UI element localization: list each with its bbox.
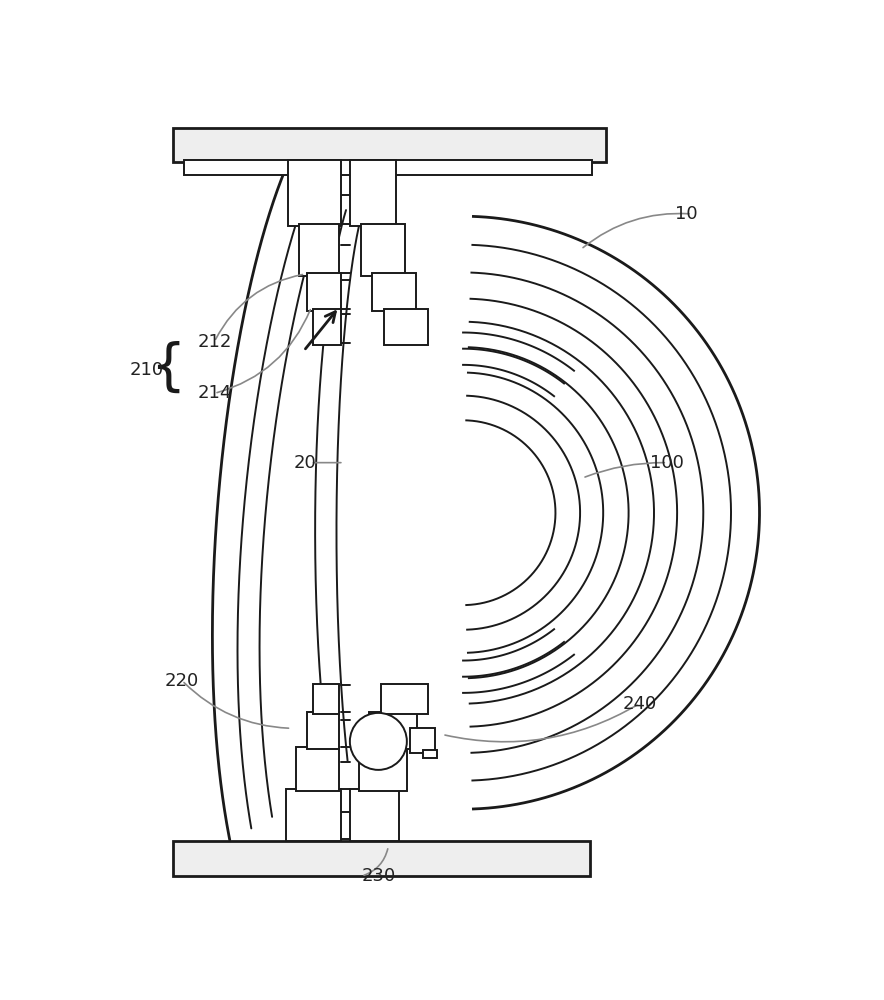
Bar: [370, 712, 417, 749]
Bar: [350, 789, 400, 841]
Text: 10: 10: [674, 205, 697, 223]
Bar: [361, 224, 405, 276]
Bar: [410, 728, 435, 753]
Text: 212: 212: [197, 333, 232, 351]
Bar: [172, 841, 591, 876]
Bar: [307, 273, 340, 311]
Bar: [299, 224, 339, 276]
Circle shape: [350, 713, 407, 770]
Bar: [359, 747, 407, 791]
Bar: [185, 160, 592, 175]
Bar: [307, 712, 339, 749]
Bar: [286, 789, 341, 841]
Text: 220: 220: [165, 672, 199, 690]
Bar: [313, 684, 339, 714]
Bar: [313, 309, 340, 345]
Text: 20: 20: [293, 454, 316, 472]
Text: 100: 100: [650, 454, 684, 472]
Bar: [372, 273, 416, 311]
Bar: [288, 160, 340, 226]
Text: {: {: [150, 341, 186, 395]
Bar: [296, 747, 339, 791]
Text: 214: 214: [197, 384, 232, 402]
Bar: [423, 750, 437, 758]
Text: 210: 210: [130, 361, 164, 379]
Text: 230: 230: [362, 867, 395, 885]
Bar: [350, 160, 396, 226]
Bar: [172, 128, 606, 162]
Bar: [384, 309, 428, 345]
Text: 240: 240: [622, 695, 657, 713]
Bar: [381, 684, 429, 714]
